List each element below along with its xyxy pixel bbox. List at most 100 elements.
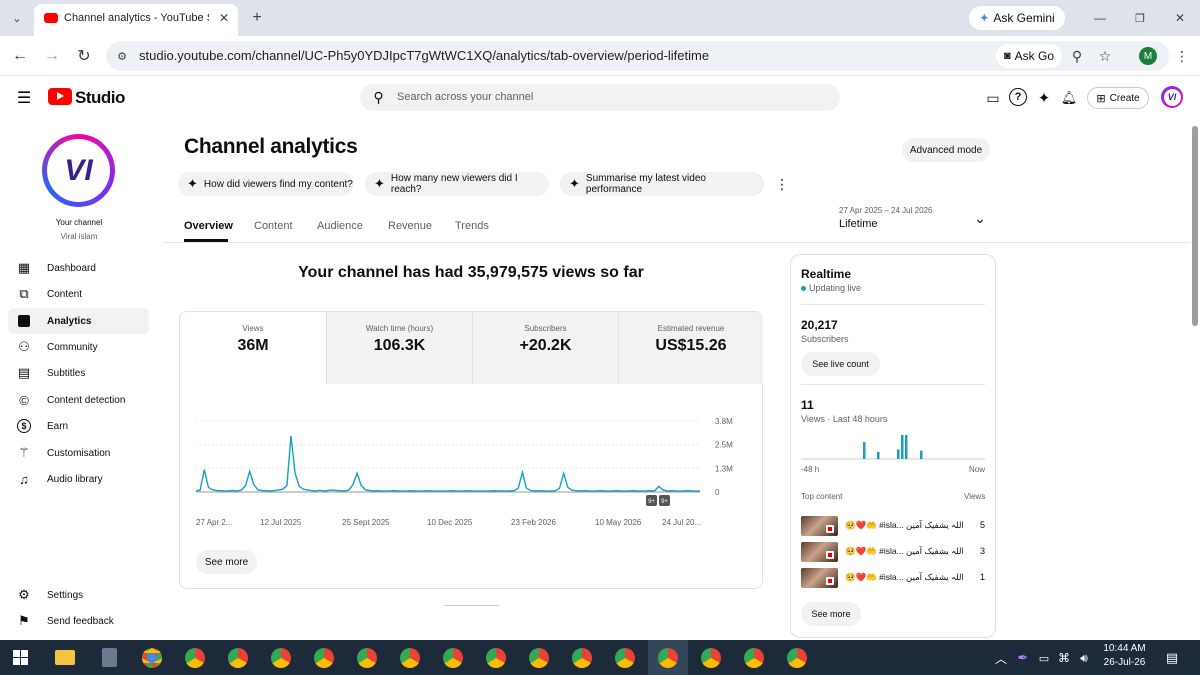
volume-icon[interactable]: 🔊︎ <box>1080 650 1088 665</box>
create-button[interactable]: ⊞ Create <box>1087 87 1149 109</box>
suggestion-chip-1[interactable]: ✦ How did viewers find my content? <box>178 172 354 196</box>
metric-revenue[interactable]: Estimated revenue US$15.26 <box>618 312 763 384</box>
tray-chevron-up-icon[interactable]: ︿ <box>994 651 1007 666</box>
sparkle-icon[interactable]: ✦ <box>1037 90 1051 107</box>
notifications-icon[interactable]: ▤ <box>1165 650 1179 665</box>
reload-icon[interactable]: ↻ <box>77 48 91 65</box>
chrome-profile-icon[interactable] <box>519 640 559 675</box>
network-icon[interactable]: ⌘ <box>1058 651 1070 665</box>
sidebar-item-audio-library[interactable]: ♫ Audio library <box>8 466 149 492</box>
see-more-button[interactable]: See more <box>196 550 257 574</box>
tab-revenue[interactable]: Revenue <box>388 220 433 232</box>
top-content-item[interactable]: 🥺❤️🤲 #isla... اللہ یشفیک آمین 1 <box>801 567 987 589</box>
page-scrollbar[interactable] <box>1192 118 1198 638</box>
notification-bell-icon[interactable]: 🔔︎ <box>1060 90 1078 105</box>
chrome-profile-icon[interactable] <box>347 640 387 675</box>
url-text[interactable]: studio.youtube.com/channel/UC-Ph5y0YDJIp… <box>139 48 710 63</box>
realtime-bar[interactable] <box>905 435 908 459</box>
omnibox[interactable]: ⚙ studio.youtube.com/channel/UC-Ph5y0YDJ… <box>106 41 1169 71</box>
top-content-item[interactable]: 🥺❤️🤲 #isla... اللہ یشفیک آمین 5 <box>801 515 987 537</box>
chrome-active-window-icon[interactable] <box>648 640 688 675</box>
advanced-mode-button[interactable]: Advanced mode <box>902 138 990 162</box>
suggestion-chip-2[interactable]: ✦ How many new viewers did I reach? <box>365 172 549 196</box>
new-tab-icon[interactable]: + <box>252 9 262 26</box>
site-info-icon[interactable]: ⚙ <box>117 50 127 63</box>
sidebar-item-analytics[interactable]: Analytics <box>8 308 149 334</box>
chrome-profile-icon[interactable] <box>691 640 731 675</box>
tab-overview[interactable]: Overview <box>184 220 233 232</box>
search-bar[interactable]: ⚲ Search across your channel <box>360 84 840 111</box>
more-options-icon[interactable]: ⋮ <box>775 175 789 192</box>
sidebar-item-subtitles[interactable]: ▤ Subtitles <box>8 360 149 386</box>
zoom-icon[interactable]: ⚲ <box>1071 47 1083 64</box>
metric-views[interactable]: Views 36M <box>180 312 326 384</box>
battery-icon[interactable]: ▭ <box>1038 652 1050 665</box>
tab-close-icon[interactable]: ✕ <box>218 11 230 25</box>
chrome-profile-icon[interactable] <box>562 640 602 675</box>
ask-gemini-button[interactable]: ✦ Ask Gemini <box>969 6 1065 30</box>
chrome-profile-icon[interactable] <box>175 640 215 675</box>
youtube-logo-icon[interactable] <box>48 88 72 105</box>
forward-icon[interactable]: → <box>44 47 60 64</box>
period-selector[interactable]: 27 Apr 2025 – 24 Jul 2026 Lifetime ⌄ <box>839 204 991 236</box>
views-line-chart[interactable]: 3.8M 2.5M 1.3M 0 27 Apr 2... 12 Jul 2025 25 Se… <box>180 407 764 532</box>
channel-avatar[interactable]: VI <box>42 134 115 207</box>
chrome-profile-icon[interactable] <box>605 640 645 675</box>
calculator-icon[interactable] <box>89 640 129 675</box>
back-icon[interactable]: ← <box>12 47 28 64</box>
chrome-profile-icon[interactable] <box>261 640 301 675</box>
chrome-profile-icon[interactable] <box>777 640 817 675</box>
sidebar-item-earn[interactable]: $ Earn <box>8 413 149 439</box>
account-avatar[interactable]: VI <box>1161 86 1183 108</box>
sidebar-item-settings[interactable]: ⚙ Settings <box>8 582 149 608</box>
minimize-icon[interactable]: — <box>1094 11 1106 25</box>
metric-subscribers[interactable]: Subscribers +20.2K <box>472 312 618 384</box>
realtime-see-more-button[interactable]: See more <box>801 602 861 626</box>
profile-avatar[interactable]: M <box>1139 47 1157 65</box>
sidebar-item-content-detection[interactable]: © Content detection <box>8 387 149 413</box>
file-explorer-icon[interactable] <box>45 640 85 675</box>
realtime-bar[interactable] <box>863 442 866 459</box>
chrome-profile-icon[interactable] <box>218 640 258 675</box>
realtime-bar[interactable] <box>897 449 900 459</box>
ask-go-button[interactable]: ◙ Ask Go <box>996 44 1062 68</box>
bookmark-star-icon[interactable]: ☆ <box>1098 47 1112 64</box>
realtime-bar[interactable] <box>877 451 880 459</box>
sidebar-item-community[interactable]: ⚇ Community <box>8 334 149 360</box>
realtime-bar[interactable] <box>920 450 923 459</box>
search-icon[interactable]: ⚲ <box>373 89 384 105</box>
clock[interactable]: 10:44 AM 26-Jul-26 <box>1097 643 1152 668</box>
chrome-profile-icon[interactable] <box>390 640 430 675</box>
annotation-badge[interactable]: 9+ <box>646 495 657 506</box>
sidebar-item-dashboard[interactable]: ▦ Dashboard <box>8 255 149 281</box>
chrome-profile-icon[interactable] <box>304 640 344 675</box>
tab-search-chevron-icon[interactable]: ⌄ <box>12 12 22 25</box>
help-icon[interactable]: ? <box>1009 88 1027 106</box>
chrome-profile-icon[interactable] <box>476 640 516 675</box>
realtime-bar[interactable] <box>901 435 904 459</box>
windows-start-icon[interactable] <box>0 640 40 675</box>
metric-watch-time[interactable]: Watch time (hours) 106.3K <box>326 312 472 384</box>
tab-content[interactable]: Content <box>254 220 293 232</box>
top-content-item[interactable]: 🥺❤️🤲 #isla... اللہ یشفیک آمین 3 <box>801 541 987 563</box>
restore-icon[interactable]: ❐ <box>1135 12 1145 25</box>
sidebar-item-content[interactable]: ⧉ Content <box>8 281 149 307</box>
chrome-profile-icon[interactable] <box>734 640 774 675</box>
scrollbar-thumb[interactable] <box>1192 126 1198 326</box>
annotation-badge[interactable]: 9+ <box>659 495 670 506</box>
tab-audience[interactable]: Audience <box>317 220 363 232</box>
chrome-icon[interactable] <box>132 640 172 675</box>
sidebar-item-feedback[interactable]: ⚑ Send feedback <box>8 608 149 634</box>
chrome-profile-icon[interactable] <box>433 640 473 675</box>
suggestion-chip-3[interactable]: ✦ Summarise my latest video performance <box>560 172 764 196</box>
see-live-count-button[interactable]: See live count <box>801 352 880 376</box>
window-close-icon[interactable]: ✕ <box>1174 11 1186 25</box>
browser-menu-icon[interactable]: ⋮ <box>1175 47 1189 64</box>
hamburger-menu-icon[interactable]: ☰ <box>16 90 32 107</box>
comments-icon[interactable]: ▭ <box>986 89 1000 106</box>
realtime-bar-chart[interactable] <box>801 431 985 461</box>
tab-trends[interactable]: Trends <box>455 220 489 232</box>
browser-tab[interactable]: Channel analytics - YouTube St ✕ <box>34 4 238 36</box>
pen-icon[interactable]: ✒ <box>1017 650 1029 665</box>
sidebar-item-customisation[interactable]: ⚚ Customisation <box>8 440 149 466</box>
